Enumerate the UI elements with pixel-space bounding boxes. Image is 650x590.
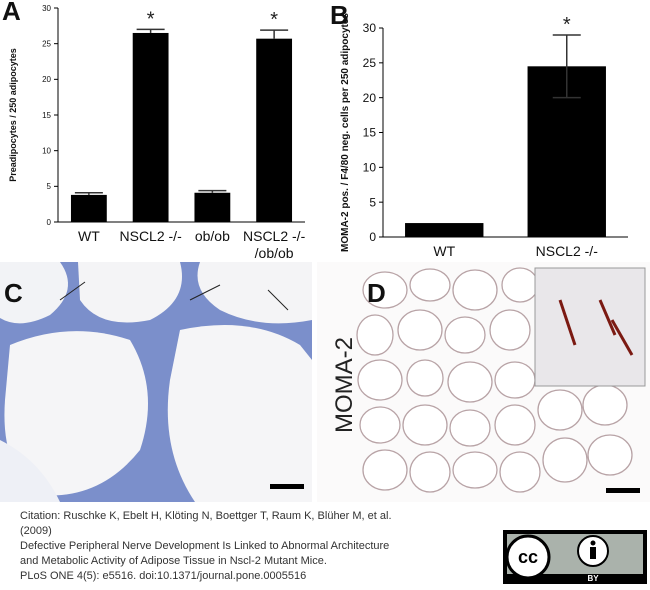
x-tick-label: ob/ob [194,228,230,244]
citation-line: Defective Peripheral Nerve Development I… [20,540,390,552]
histology-c [0,262,312,502]
significance-mark: * [270,9,278,31]
y-axis-label: Preadipocytes / 250 adipocytes [8,48,18,182]
y-tick-label: 15 [363,126,377,140]
bar [70,194,107,222]
x-tick-label: WT [77,228,100,244]
panel-letter: D [367,278,386,308]
x-tick-label: NSCL2 -/- [119,228,182,244]
y-tick-label: 20 [363,91,377,105]
x-tick-label: WT [433,243,456,259]
citation-line: PLoS ONE 4(5): e5516. doi:10.1371/journa… [20,570,307,582]
significance-mark: * [147,8,155,30]
license-text: BY [587,574,599,583]
y-tick-label: 0 [369,230,376,244]
y-axis-label: MOMA-2 pos. / F4/80 neg. cells per 250 a… [340,13,351,252]
stain-label: MOMA-2 [331,337,358,433]
panel-letter: A [2,0,21,26]
panel-letter: C [4,278,23,308]
citation-line: (2009) [20,525,52,537]
bar [256,38,293,222]
license-badge-text: cc [518,547,538,567]
y-tick-label: 0 [47,218,52,227]
license-badge: cc BY [503,530,647,584]
y-tick-label: 25 [42,39,51,48]
histology-d: MOMA-2 [317,262,650,502]
panel-letter: B [330,0,349,30]
bar [132,32,169,222]
y-tick-label: 25 [363,56,377,70]
bar [405,223,484,237]
y-tick-label: 10 [42,146,51,155]
y-tick-label: 15 [42,111,51,120]
significance-mark: * [563,14,571,36]
bar [194,192,231,222]
x-tick-label: NSCL2 -/- [535,243,598,259]
y-tick-label: 30 [42,4,51,13]
citation-line: Citation: Ruschke K, Ebelt H, Klöting N,… [20,510,392,522]
y-tick-label: 30 [363,21,377,35]
y-tick-label: 10 [363,161,377,175]
y-tick-label: 5 [47,182,52,191]
citation-line: and Metabolic Activity of Adipose Tissue… [20,555,327,567]
y-tick-label: 20 [42,75,51,84]
y-tick-label: 5 [369,195,376,209]
x-tick-label: NSCL2 -/- /ob/ob [243,228,306,261]
